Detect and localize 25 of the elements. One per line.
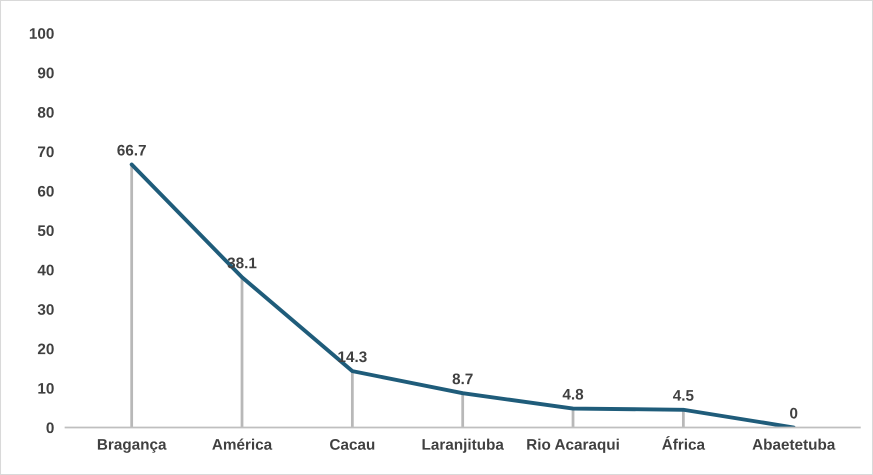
y-tick-label: 30: [38, 304, 54, 315]
x-tick-label: América: [212, 438, 272, 450]
y-tick-label: 10: [38, 382, 54, 394]
x-tick-label: Bragança: [98, 439, 167, 453]
y-tick-label: 90: [38, 68, 54, 78]
x-tick-label: África: [662, 436, 706, 450]
x-tick-label: Abaetetuba: [752, 438, 836, 450]
y-tick-label: 50: [38, 225, 54, 236]
data-label: 66.7: [117, 144, 146, 156]
y-tick-label: 80: [38, 106, 54, 118]
y-tick-label: 20: [38, 344, 54, 354]
data-label: 0: [790, 408, 798, 419]
y-tick-label: 60: [38, 186, 54, 197]
data-label: 4.5: [672, 390, 694, 401]
line-series: [130, 162, 796, 428]
y-tick-label: 100: [30, 28, 54, 39]
data-label: 14.3: [338, 351, 367, 362]
data-label: 4.8: [562, 388, 584, 400]
x-tick-label: Cacau: [330, 439, 374, 450]
x-tick-label: Rio Acaraqui: [527, 438, 619, 453]
y-tick-label: 70: [38, 146, 54, 158]
data-label: 8.7: [452, 373, 473, 384]
y-tick-label: 0: [46, 422, 54, 434]
x-tick-label: Laranjituba: [422, 438, 504, 453]
y-tick-label: 40: [38, 264, 54, 276]
